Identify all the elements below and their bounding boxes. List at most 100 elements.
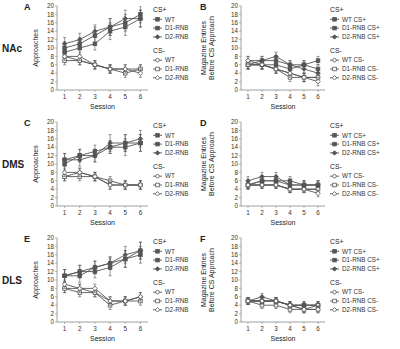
point (108, 261, 113, 266)
point (108, 141, 113, 146)
error-bar (124, 10, 127, 27)
legend-marker (333, 18, 337, 22)
legend-marker (155, 308, 160, 313)
error-bar (139, 181, 142, 189)
point (108, 183, 113, 188)
point (108, 67, 113, 72)
legend-marker (156, 67, 160, 71)
error-cap (124, 263, 127, 264)
y-tick-label: 18 (47, 243, 55, 250)
point (260, 63, 264, 67)
error-bar (78, 33, 81, 46)
error-cap (63, 153, 66, 154)
x-tick-label: 2 (78, 209, 82, 216)
series-line (65, 19, 141, 44)
y-tick (55, 296, 57, 297)
y-tick (239, 48, 241, 49)
point (123, 67, 127, 71)
y-tick (239, 305, 241, 306)
x-tick-label: 5 (302, 93, 306, 100)
series-line (248, 177, 318, 185)
y-tick-label: 16 (47, 135, 55, 142)
y-tick-label: 14 (47, 259, 55, 266)
error-bar (261, 172, 264, 180)
y-tick (55, 238, 57, 239)
x-tick-label: 4 (108, 325, 112, 332)
point (108, 25, 113, 30)
error-bar (275, 172, 278, 180)
y-tick-label: 0 (234, 202, 238, 209)
point (108, 299, 113, 304)
panel: D02468101214161820123456SessionMagazine … (200, 118, 380, 226)
y-tick (239, 189, 241, 190)
error-bar (124, 135, 127, 152)
point (108, 299, 112, 303)
legend: CS+WT CS+D1-RNB CS+D2-RNB CS+CS-WT CS-D1… (330, 238, 380, 313)
y-tick-label: 16 (231, 251, 239, 258)
x-tick-label: 6 (316, 209, 320, 216)
error-bar (289, 61, 292, 69)
y-tick-label: 4 (50, 69, 54, 76)
x-tick-label: 5 (123, 325, 127, 332)
point (302, 76, 306, 80)
x-tick (64, 322, 65, 324)
error-cap (303, 81, 306, 82)
x-tick (94, 206, 95, 208)
panel-label: A (24, 2, 31, 12)
point (78, 37, 83, 42)
error-cap (63, 50, 66, 51)
error-bar (139, 130, 142, 147)
x-tick-label: 2 (260, 209, 264, 216)
error-bar (63, 154, 66, 167)
legend: CS+WTD1-RNBD2-RNBCS-WTD1-RNBD2-RNB (153, 6, 188, 81)
error-cap (317, 190, 320, 191)
point (123, 299, 128, 304)
y-tick-label: 2 (50, 194, 54, 201)
y-tick-label: 6 (234, 293, 238, 300)
x-tick (140, 322, 141, 324)
error-bar (124, 135, 127, 152)
legend-label: D2-RNB CS- (342, 74, 378, 81)
y-tick (55, 305, 57, 306)
legend-marker (333, 250, 337, 254)
error-bar (63, 280, 66, 288)
series-line (248, 61, 318, 82)
series-line (65, 143, 141, 164)
x-axis-label: Session (90, 103, 115, 110)
legend-marker (333, 183, 337, 187)
error-cap (78, 296, 81, 297)
y-tick (239, 164, 241, 165)
y-tick (239, 238, 241, 239)
error-bar (78, 265, 81, 278)
point (78, 171, 82, 175)
point (260, 63, 265, 68)
error-cap (78, 50, 81, 51)
series-line (65, 19, 141, 53)
legend-marker (333, 134, 337, 138)
error-cap (303, 301, 306, 302)
legend-marker (333, 26, 337, 30)
error-bar (109, 19, 112, 36)
error-cap (317, 301, 320, 302)
legend-label: D1-RNB (165, 65, 188, 72)
error-cap (139, 305, 142, 306)
y-tick-label: 12 (47, 152, 55, 159)
y-tick-label: 16 (47, 251, 55, 258)
legend: CS+WT CS+D1-RNB CS+D2-RNB CS+CS-WT CS-D1… (330, 122, 380, 197)
point (139, 17, 143, 21)
y-tick-label: 6 (234, 177, 238, 184)
point (288, 303, 292, 307)
legend-marker (332, 76, 337, 81)
error-bar (261, 182, 264, 189)
x-tick-label: 1 (246, 325, 250, 332)
point (288, 71, 292, 75)
legend-label: D2-RNB (165, 190, 188, 197)
point (139, 249, 143, 253)
error-bar (139, 181, 142, 189)
error-cap (261, 56, 264, 57)
point (138, 71, 143, 76)
point (139, 183, 143, 187)
point (93, 63, 98, 68)
x-tick-label: 3 (93, 93, 97, 100)
error-bar (247, 298, 250, 305)
